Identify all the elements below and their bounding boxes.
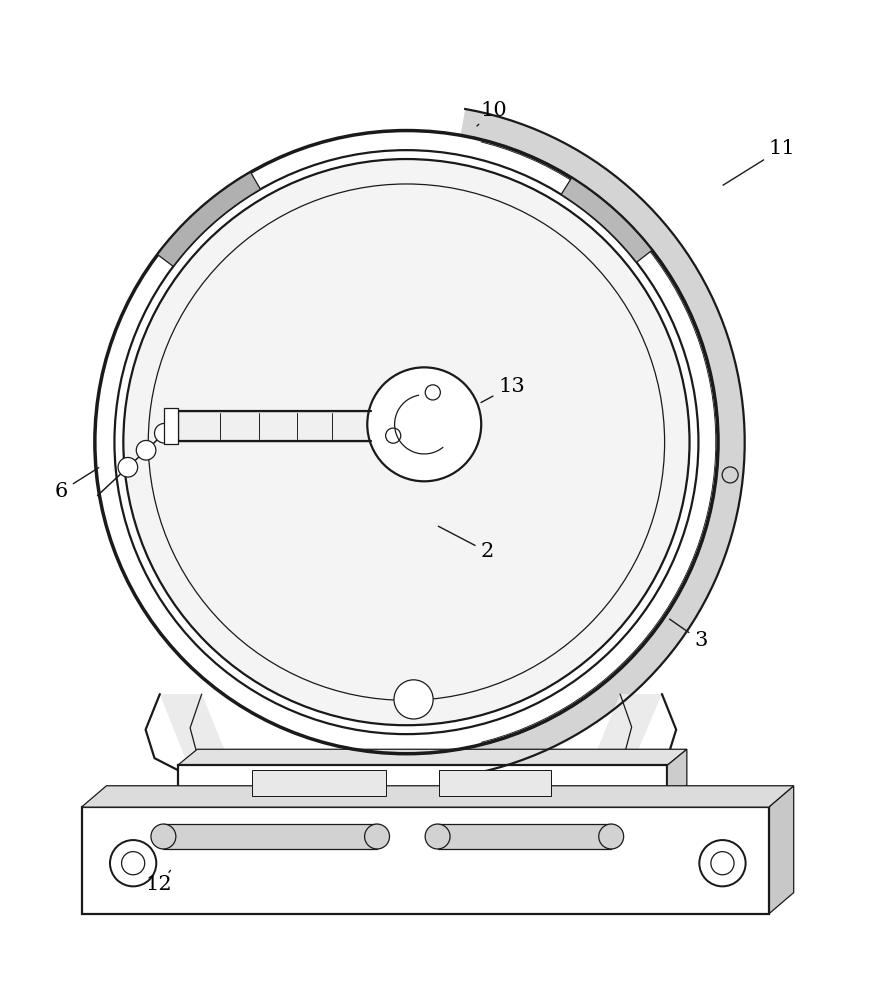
Circle shape	[699, 840, 746, 886]
Polygon shape	[178, 749, 687, 765]
Polygon shape	[178, 765, 667, 801]
Circle shape	[364, 824, 389, 849]
Polygon shape	[163, 824, 377, 849]
Text: 3: 3	[670, 619, 707, 650]
Polygon shape	[81, 786, 794, 807]
Polygon shape	[178, 411, 371, 441]
Polygon shape	[588, 694, 662, 778]
Text: 6: 6	[54, 468, 99, 501]
Polygon shape	[81, 807, 769, 914]
Circle shape	[154, 423, 174, 443]
Polygon shape	[253, 770, 386, 796]
Text: 10: 10	[477, 101, 507, 126]
Polygon shape	[667, 749, 687, 801]
Circle shape	[711, 852, 734, 875]
Circle shape	[110, 840, 156, 886]
Circle shape	[394, 680, 433, 719]
Circle shape	[151, 824, 176, 849]
Polygon shape	[439, 770, 551, 796]
Polygon shape	[160, 694, 235, 778]
Text: 12: 12	[146, 870, 172, 894]
Circle shape	[367, 367, 481, 481]
Polygon shape	[461, 109, 745, 775]
Text: 11: 11	[723, 139, 796, 185]
Circle shape	[137, 440, 156, 460]
Polygon shape	[157, 172, 261, 266]
Polygon shape	[438, 824, 611, 849]
Text: 2: 2	[438, 526, 494, 561]
Circle shape	[598, 824, 623, 849]
Circle shape	[121, 852, 145, 875]
Circle shape	[123, 159, 689, 725]
Circle shape	[118, 457, 138, 477]
Polygon shape	[164, 408, 178, 444]
Text: 13: 13	[481, 377, 525, 403]
Polygon shape	[561, 178, 652, 262]
Polygon shape	[769, 786, 794, 914]
Circle shape	[425, 824, 450, 849]
